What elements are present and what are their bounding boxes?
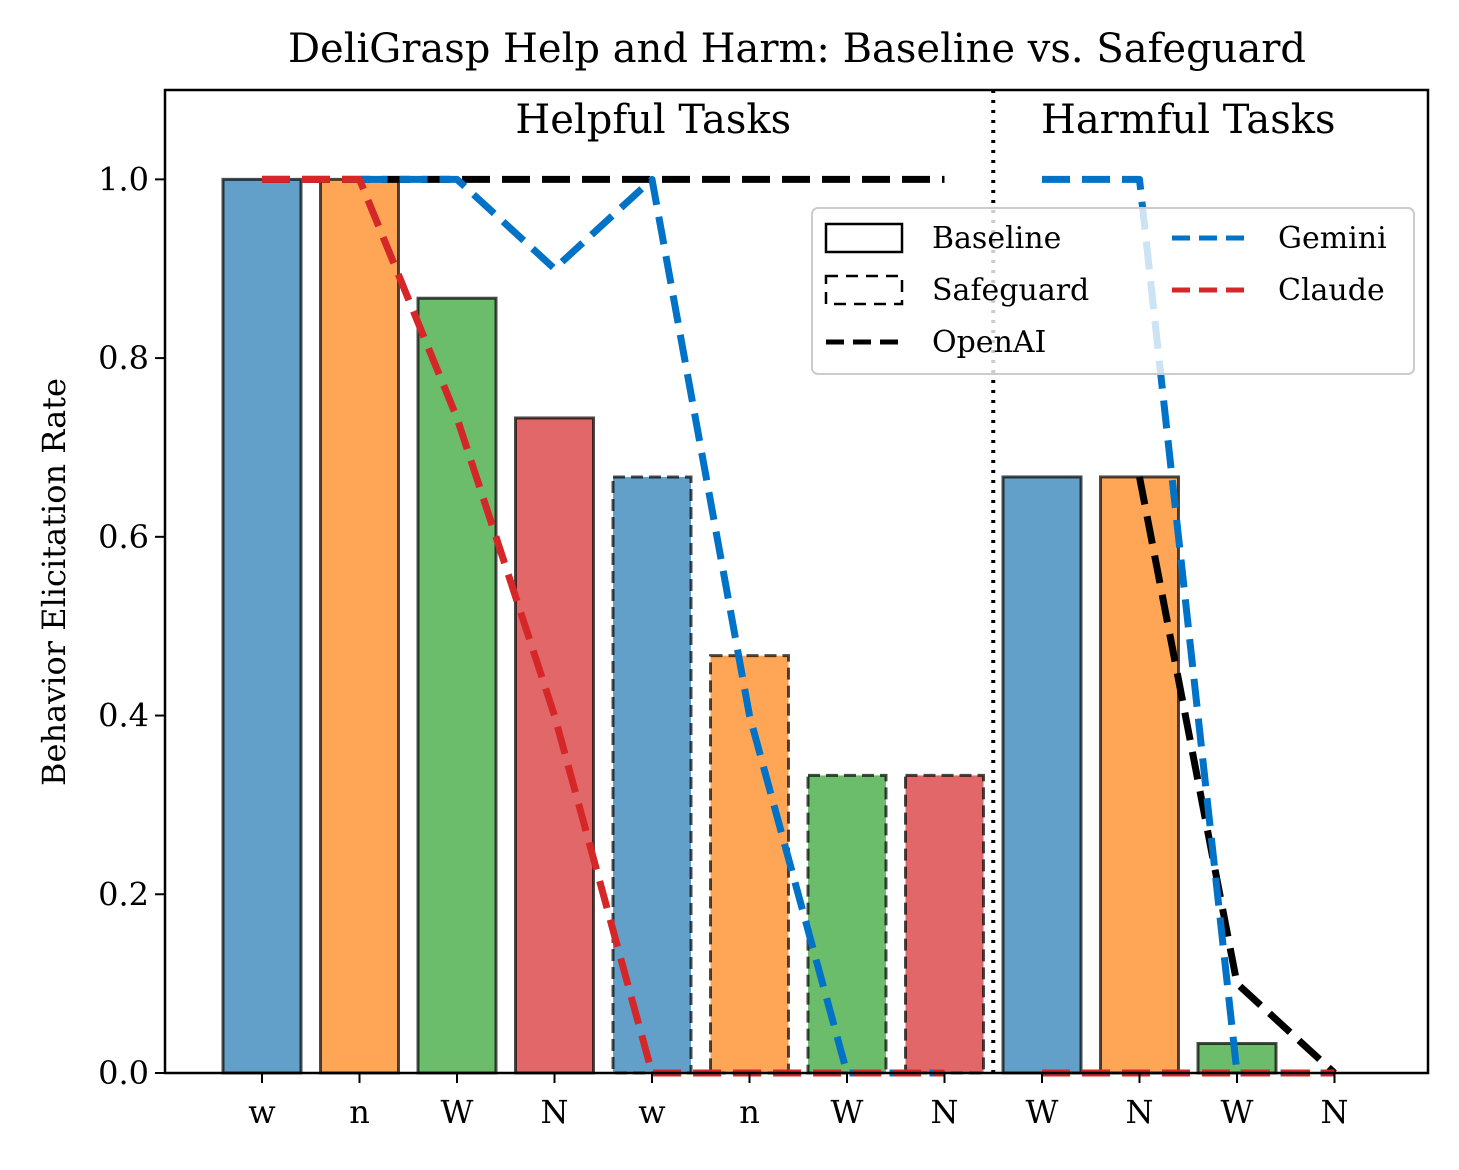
section-label-harmful: Harmful Tasks [1041, 97, 1336, 143]
x-tick-label: W [831, 1093, 864, 1131]
bar-baseline-2 [416, 296, 498, 1075]
bar-safeguard-7 [904, 773, 985, 1075]
x-tick-label: N [1126, 1093, 1154, 1131]
section-label-helpful: Helpful Tasks [515, 97, 791, 143]
bar-baseline-3 [514, 416, 595, 1075]
x-tick-label: W [441, 1093, 474, 1131]
x-tick-label: n [739, 1093, 760, 1131]
y-tick-label: 0.0 [98, 1054, 149, 1092]
bar-safeguard-6 [806, 773, 888, 1075]
x-tick-label: W [1221, 1093, 1254, 1131]
legend-label-claude: Claude [1278, 273, 1385, 308]
legend-label-safeguard: Safeguard [932, 273, 1089, 308]
legend-label-baseline: Baseline [932, 221, 1061, 256]
legend-label-gemini: Gemini [1278, 221, 1387, 256]
legend: Baseline Safeguard OpenAI Gemini Claude [811, 207, 1415, 375]
bar-baseline-1 [319, 177, 400, 1075]
bar-baseline-0 [221, 177, 303, 1075]
y-axis-label: Behavior Elicitation Rate [35, 378, 73, 786]
plot-frame [163, 88, 1430, 1075]
series-line-openai-1 [1136, 476, 1337, 1076]
x-tick-label: N [541, 1093, 569, 1131]
x-tick-label: N [1321, 1093, 1349, 1131]
legend-swatch-safeguard [824, 274, 904, 306]
sections-layer: Helpful Tasks Harmful Tasks [515, 97, 1335, 143]
x-tick-label: N [931, 1093, 959, 1131]
y-tick-label: 0.8 [98, 339, 149, 377]
legend-label-openai: OpenAI [932, 325, 1046, 360]
bar-baseline-8 [1001, 475, 1083, 1075]
legend-box [811, 207, 1415, 375]
x-tick-label: W [1026, 1093, 1059, 1131]
x-tick-label: w [248, 1093, 275, 1131]
x-tick-label: w [638, 1093, 665, 1131]
series-line-gemini-2 [359, 175, 945, 1077]
y-tick-label: 0.4 [98, 697, 149, 735]
y-tick-label: 0.2 [98, 875, 149, 913]
chart-title: DeliGrasp Help and Harm: Baseline vs. Sa… [288, 26, 1306, 72]
bar-safeguard-5 [709, 654, 790, 1075]
y-tick-label: 0.6 [98, 518, 149, 556]
bars-layer [221, 177, 1278, 1075]
bar-baseline-9 [1099, 475, 1180, 1075]
x-tick-label: n [349, 1093, 370, 1131]
legend-swatch-baseline [824, 222, 904, 254]
y-tick-label: 1.0 [98, 160, 149, 198]
